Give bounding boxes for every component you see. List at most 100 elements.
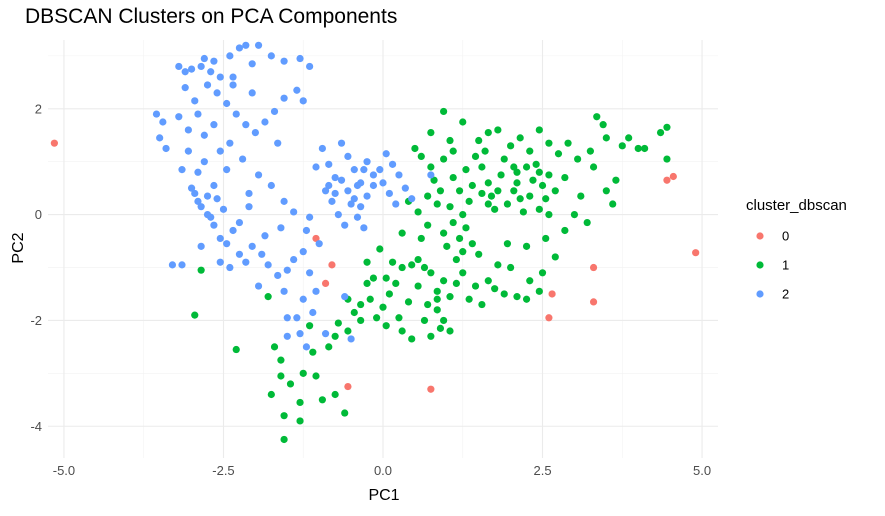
point-cluster-2 — [318, 144, 326, 153]
point-cluster-2 — [200, 131, 208, 139]
point-cluster-1 — [331, 332, 339, 340]
point-cluster-2 — [299, 97, 307, 105]
point-cluster-1 — [309, 348, 317, 356]
point-cluster-2 — [328, 197, 336, 205]
point-cluster-1 — [494, 187, 502, 195]
x-tick-label: 5.0 — [693, 463, 711, 478]
y-tick-label: 2 — [35, 101, 42, 116]
point-cluster-1 — [334, 319, 342, 327]
point-cluster-2 — [216, 234, 224, 243]
point-cluster-1 — [494, 126, 502, 134]
point-cluster-2 — [216, 73, 224, 81]
point-cluster-2 — [267, 52, 275, 60]
point-cluster-1 — [296, 398, 304, 407]
point-cluster-0 — [548, 290, 556, 298]
point-cluster-1 — [427, 128, 435, 137]
point-cluster-2 — [152, 110, 161, 118]
point-cluster-1 — [599, 121, 607, 129]
point-cluster-1 — [542, 234, 550, 243]
point-cluster-1 — [522, 163, 531, 171]
point-cluster-2 — [347, 200, 355, 208]
point-cluster-2 — [213, 89, 221, 97]
point-cluster-1 — [427, 332, 435, 340]
point-cluster-2 — [379, 179, 387, 187]
x-tick-label: -5.0 — [53, 463, 75, 478]
point-cluster-1 — [449, 147, 457, 155]
point-cluster-2 — [197, 242, 205, 250]
point-cluster-2 — [197, 203, 205, 211]
point-cluster-2 — [181, 68, 189, 76]
point-cluster-1 — [424, 192, 432, 200]
point-cluster-1 — [449, 173, 457, 182]
point-cluster-2 — [216, 147, 224, 155]
point-cluster-2 — [219, 205, 228, 213]
point-cluster-1 — [277, 356, 285, 364]
legend-key-1 — [756, 261, 764, 269]
point-cluster-2 — [315, 240, 323, 248]
point-cluster-2 — [229, 226, 237, 235]
point-cluster-2 — [156, 134, 164, 142]
point-cluster-1 — [357, 316, 365, 325]
point-cluster-1 — [398, 327, 406, 335]
point-cluster-1 — [446, 203, 454, 211]
point-cluster-2 — [334, 211, 342, 219]
point-cluster-2 — [360, 224, 368, 232]
point-cluster-2 — [388, 160, 397, 168]
x-tick-label: 2.5 — [533, 463, 551, 478]
point-cluster-1 — [312, 372, 320, 380]
point-cluster-2 — [363, 192, 371, 200]
point-cluster-1 — [280, 412, 288, 420]
point-cluster-2 — [321, 330, 330, 338]
legend-label-0: 0 — [782, 229, 789, 244]
point-cluster-2 — [280, 94, 288, 102]
point-cluster-2 — [261, 232, 269, 240]
point-cluster-2 — [197, 62, 205, 71]
point-cluster-2 — [280, 57, 288, 65]
point-cluster-1 — [663, 123, 671, 131]
point-cluster-2 — [184, 147, 192, 155]
point-cluster-2 — [207, 68, 215, 76]
point-cluster-2 — [267, 181, 275, 190]
point-cluster-2 — [395, 171, 403, 179]
point-cluster-1 — [197, 266, 205, 274]
y-axis-ticks: -4 -2 0 2 — [30, 101, 42, 433]
point-cluster-2 — [306, 213, 314, 221]
point-cluster-1 — [471, 282, 480, 290]
point-cluster-1 — [471, 152, 480, 161]
point-cluster-2 — [239, 155, 247, 163]
point-cluster-2 — [242, 41, 250, 49]
point-cluster-2 — [229, 73, 237, 81]
point-cluster-0 — [328, 261, 336, 269]
point-cluster-2 — [245, 203, 253, 211]
point-cluster-0 — [312, 234, 320, 243]
point-cluster-2 — [408, 195, 416, 203]
point-cluster-2 — [194, 197, 202, 205]
y-tick-label: -4 — [30, 419, 42, 434]
point-cluster-1 — [420, 263, 429, 272]
point-cluster-1 — [443, 242, 451, 250]
point-cluster-1 — [484, 200, 492, 208]
point-cluster-2 — [283, 314, 291, 322]
point-cluster-1 — [465, 197, 473, 205]
point-cluster-1 — [455, 234, 464, 243]
point-cluster-1 — [449, 218, 457, 227]
point-cluster-1 — [526, 277, 534, 285]
point-cluster-2 — [296, 330, 304, 338]
point-cluster-2 — [299, 248, 307, 256]
point-cluster-1 — [440, 316, 448, 325]
point-cluster-1 — [440, 107, 448, 116]
point-cluster-2 — [226, 139, 234, 147]
point-cluster-1 — [357, 300, 365, 309]
point-cluster-1 — [535, 287, 543, 295]
point-cluster-1 — [570, 211, 579, 219]
point-cluster-2 — [290, 255, 298, 264]
point-cluster-2 — [178, 166, 186, 174]
legend-title: cluster_dbscan — [746, 197, 847, 214]
point-cluster-1 — [325, 343, 333, 351]
point-cluster-1 — [625, 134, 633, 142]
point-cluster-2 — [306, 269, 314, 277]
point-cluster-1 — [516, 134, 524, 142]
point-cluster-1 — [507, 263, 515, 272]
point-cluster-2 — [210, 121, 218, 129]
point-cluster-1 — [433, 200, 441, 208]
